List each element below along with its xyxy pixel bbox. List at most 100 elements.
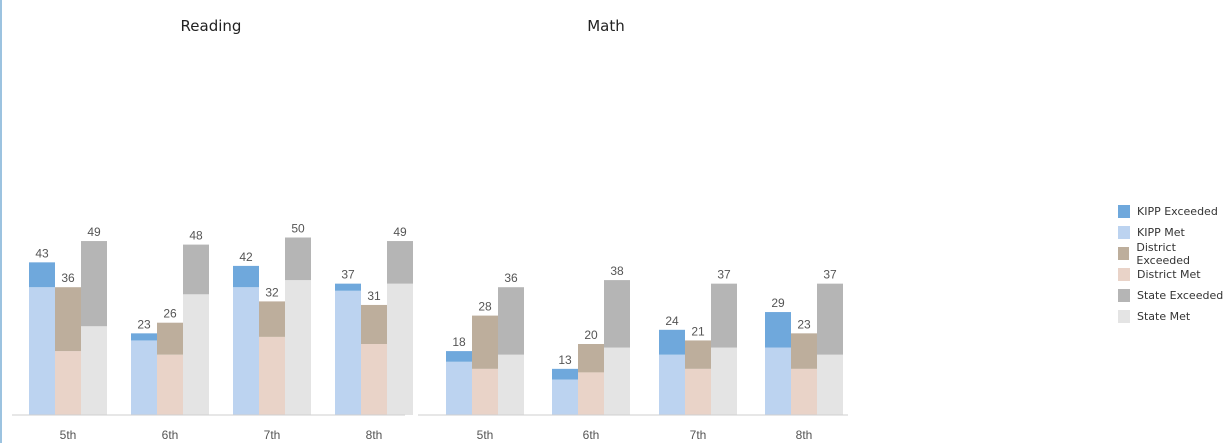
- reading-state-met-bar: [285, 280, 311, 415]
- reading-kipp-exceeded-bar: [233, 265, 259, 288]
- math-district-exceeded-bar: [472, 315, 498, 369]
- legend-label: State Met: [1137, 310, 1191, 323]
- legend-item-kipp-met: KIPP Met: [1118, 222, 1228, 243]
- legend-label: KIPP Met: [1137, 226, 1185, 239]
- reading-state-met-bar: [81, 326, 107, 415]
- reading-state-value-label: 49: [87, 225, 101, 239]
- math-district-value-label: 28: [478, 300, 492, 314]
- reading-district-exceeded-bar: [55, 287, 81, 352]
- reading-district-value-label: 26: [163, 307, 177, 321]
- math-district-exceeded-bar: [578, 344, 604, 373]
- legend-label: District Met: [1137, 268, 1201, 281]
- math-district-value-label: 23: [797, 317, 811, 331]
- legend-item-state-met: State Met: [1118, 306, 1228, 327]
- math-state-met-bar: [498, 354, 524, 415]
- math-kipp-met-bar: [446, 361, 472, 415]
- reading-state-met-bar: [387, 283, 413, 415]
- math-x-tick-label: 5th: [477, 428, 494, 442]
- legend-swatch: [1118, 226, 1130, 239]
- reading-kipp-exceeded-bar: [29, 262, 55, 288]
- math-x-tick-label: 7th: [690, 428, 707, 442]
- math-panel-title: Math: [587, 17, 625, 35]
- math-district-met-bar: [791, 368, 817, 415]
- math-x-tick-label: 8th: [796, 428, 813, 442]
- reading-district-value-label: 31: [367, 289, 381, 303]
- reading-state-exceeded-bar: [285, 237, 311, 281]
- math-state-exceeded-bar: [711, 283, 737, 348]
- math-kipp-value-label: 13: [558, 353, 572, 367]
- math-x-tick-label: 6th: [583, 428, 600, 442]
- legend-swatch: [1118, 268, 1130, 281]
- math-district-value-label: 21: [691, 324, 705, 338]
- math-district-exceeded-bar: [791, 333, 817, 369]
- legend-swatch: [1118, 205, 1130, 218]
- legend-swatch: [1118, 289, 1130, 302]
- legend-item-state-exceeded: State Exceeded: [1118, 285, 1228, 306]
- reading-panel-title: Reading: [181, 17, 242, 35]
- math-district-met-bar: [578, 372, 604, 415]
- legend-item-district-exceeded: District Exceeded: [1118, 241, 1228, 267]
- reading-state-value-label: 49: [393, 225, 407, 239]
- math-kipp-value-label: 29: [771, 296, 785, 310]
- reading-kipp-met-bar: [29, 287, 55, 415]
- legend-label: KIPP Exceeded: [1137, 205, 1218, 218]
- bars-layer: 43 36 49 5th 23 26 48 6th 42 32 50 7th 37 31 49 8th 18 28…: [29, 222, 843, 442]
- math-kipp-met-bar: [765, 347, 791, 415]
- math-kipp-met-bar: [552, 379, 578, 415]
- left-border-rule: [0, 0, 2, 443]
- chart-legend: KIPP Exceeded KIPP Met District Exceeded…: [1118, 201, 1228, 327]
- math-state-value-label: 37: [717, 268, 731, 282]
- reading-x-tick-label: 7th: [264, 428, 281, 442]
- math-kipp-exceeded-bar: [446, 351, 472, 362]
- math-state-value-label: 38: [610, 264, 624, 278]
- math-district-met-bar: [685, 368, 711, 415]
- math-state-exceeded-bar: [604, 280, 630, 348]
- reading-x-tick-label: 5th: [60, 428, 77, 442]
- reading-kipp-exceeded-bar: [131, 333, 157, 341]
- reading-district-value-label: 36: [61, 271, 75, 285]
- reading-state-value-label: 50: [291, 222, 305, 236]
- reading-district-exceeded-bar: [157, 322, 183, 355]
- math-kipp-exceeded-bar: [659, 329, 685, 355]
- reading-kipp-met-bar: [233, 287, 259, 415]
- math-state-met-bar: [817, 354, 843, 415]
- math-state-value-label: 37: [823, 268, 837, 282]
- reading-x-tick-label: 6th: [162, 428, 179, 442]
- math-kipp-value-label: 18: [452, 335, 466, 349]
- reading-kipp-met-bar: [131, 340, 157, 415]
- math-state-exceeded-bar: [498, 287, 524, 355]
- math-district-value-label: 20: [584, 328, 598, 342]
- legend-item-kipp-exceeded: KIPP Exceeded: [1118, 201, 1228, 222]
- reading-district-met-bar: [157, 354, 183, 415]
- reading-district-met-bar: [55, 351, 81, 415]
- legend-item-district-met: District Met: [1118, 264, 1228, 285]
- legend-swatch: [1118, 310, 1130, 323]
- reading-kipp-value-label: 43: [35, 246, 49, 260]
- reading-kipp-value-label: 23: [137, 317, 151, 331]
- math-state-value-label: 36: [504, 271, 518, 285]
- reading-kipp-met-bar: [335, 290, 361, 415]
- reading-kipp-value-label: 37: [341, 268, 355, 282]
- reading-state-exceeded-bar: [183, 244, 209, 295]
- reading-state-met-bar: [183, 294, 209, 415]
- legend-swatch: [1118, 247, 1130, 260]
- reading-district-value-label: 32: [265, 285, 279, 299]
- math-district-exceeded-bar: [685, 340, 711, 369]
- legend-label: State Exceeded: [1137, 289, 1224, 302]
- reading-state-value-label: 48: [189, 229, 203, 243]
- math-kipp-exceeded-bar: [552, 368, 578, 380]
- math-state-met-bar: [711, 347, 737, 415]
- reading-state-exceeded-bar: [81, 241, 107, 327]
- math-kipp-exceeded-bar: [765, 312, 791, 348]
- reading-kipp-value-label: 42: [239, 250, 253, 264]
- math-kipp-met-bar: [659, 354, 685, 415]
- reading-district-exceeded-bar: [361, 304, 387, 344]
- reading-district-met-bar: [259, 336, 285, 415]
- math-state-met-bar: [604, 347, 630, 415]
- math-district-met-bar: [472, 368, 498, 415]
- reading-district-exceeded-bar: [259, 301, 285, 337]
- math-state-exceeded-bar: [817, 283, 843, 355]
- reading-x-tick-label: 8th: [366, 428, 383, 442]
- reading-kipp-exceeded-bar: [335, 283, 361, 291]
